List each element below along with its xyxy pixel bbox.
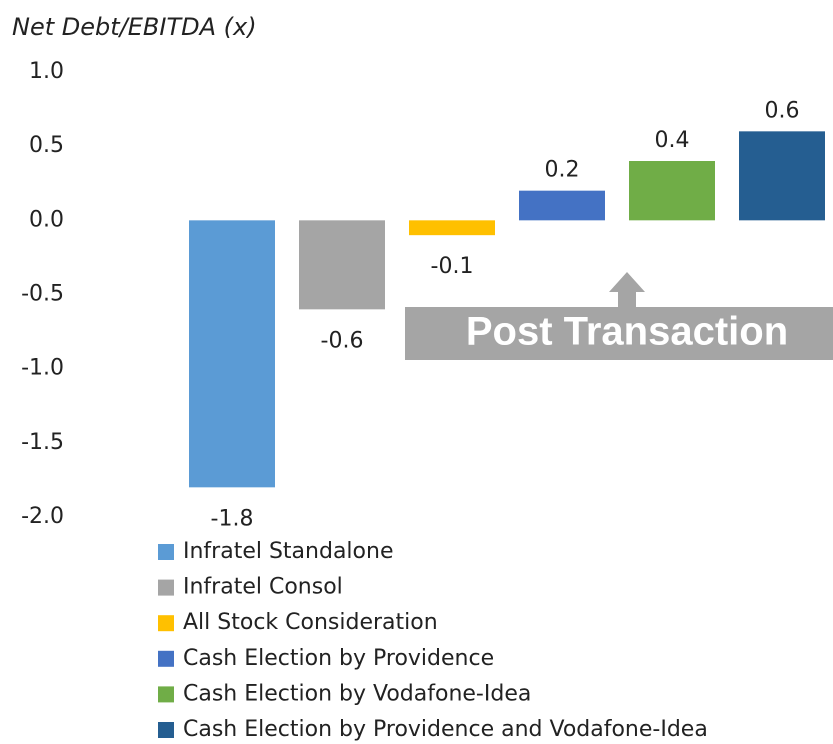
bar — [519, 190, 605, 221]
value-label: -0.6 — [321, 328, 364, 353]
legend-swatch — [158, 615, 174, 632]
bar — [629, 161, 715, 221]
y-tick-label: 0.0 — [29, 207, 64, 232]
legend-label: Infratel Standalone — [183, 539, 393, 564]
y-tick-label: -2.0 — [21, 504, 64, 529]
legend-label: Cash Election by Vodafone-Idea — [183, 681, 531, 706]
value-label: 0.4 — [655, 128, 690, 153]
legend-label: Cash Election by Providence and Vodafone… — [183, 717, 708, 742]
legend-label: Infratel Consol — [183, 575, 343, 600]
legend-label: Cash Election by Providence — [183, 646, 494, 671]
y-tick-label: -0.5 — [21, 282, 64, 307]
value-label: 0.6 — [765, 98, 800, 123]
bar — [189, 220, 275, 488]
y-tick-label: 1.0 — [29, 59, 64, 84]
legend-swatch — [158, 650, 174, 667]
legend-swatch — [158, 722, 174, 738]
value-label: -0.1 — [431, 254, 474, 279]
legend-label: All Stock Consideration — [183, 610, 438, 635]
y-tick-label: -1.0 — [21, 356, 64, 381]
annotation-box — [405, 307, 833, 360]
bar — [739, 131, 825, 221]
bar — [409, 220, 495, 236]
legend-swatch — [158, 686, 174, 703]
value-label: -1.8 — [211, 506, 254, 531]
bar — [299, 220, 385, 310]
annotation-arrow — [609, 272, 645, 307]
chart-title: Net Debt/EBITDA (x) — [12, 13, 257, 41]
annotation: Post Transaction — [466, 310, 788, 354]
y-tick-label: 0.5 — [29, 133, 64, 158]
legend-swatch — [158, 579, 174, 596]
value-label: 0.2 — [545, 158, 580, 183]
y-tick-label: -1.5 — [21, 430, 64, 455]
legend-swatch — [158, 544, 174, 560]
